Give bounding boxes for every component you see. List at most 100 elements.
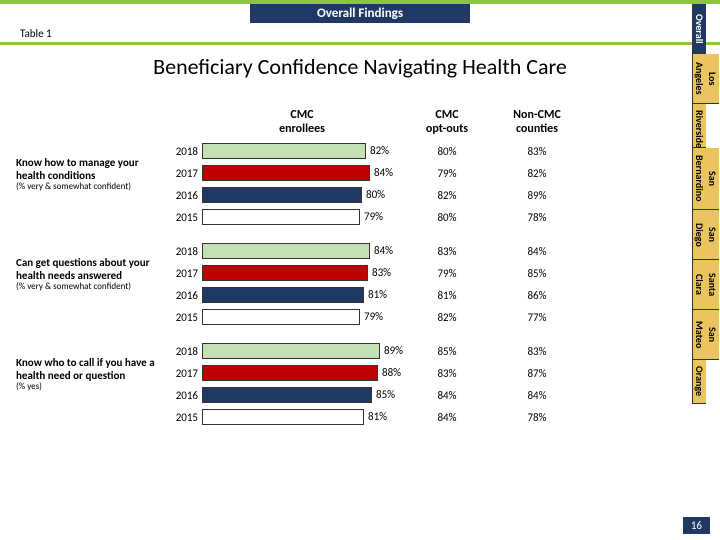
chart-content: CMCenrollees CMCopt-outs Non-CMCcounties… [16, 108, 684, 440]
table-number-label: Table 1 [0, 23, 720, 42]
bar-value-label: 81% [368, 409, 387, 425]
bar [202, 409, 364, 425]
year-label: 2016 [166, 389, 202, 402]
bar-value-label: 89% [384, 343, 403, 359]
side-tab-sc[interactable]: Santa Clara [692, 260, 719, 310]
bar-cell: 84% [202, 242, 402, 260]
optouts-value: 83% [402, 367, 492, 380]
side-tab-la[interactable]: Los Angeles [692, 54, 719, 104]
page-number: 16 [683, 517, 710, 534]
noncmc-value: 84% [492, 245, 582, 258]
bar-value-label: 82% [370, 143, 389, 159]
chart-section: Can get questions about your health need… [16, 240, 684, 328]
chart-row: Know who to call if you have a health ne… [16, 340, 684, 362]
optouts-value: 79% [402, 267, 492, 280]
bar-value-label: 79% [364, 209, 383, 225]
section-subtitle: (% very & somewhat confident) [16, 282, 161, 292]
bar-value-label: 85% [376, 387, 395, 403]
side-tab-rv[interactable]: Riverside [692, 104, 706, 148]
section-title: Can get questions about your health need… [16, 257, 161, 282]
optouts-value: 84% [402, 389, 492, 402]
noncmc-value: 89% [492, 189, 582, 202]
year-label: 2015 [166, 211, 202, 224]
bar [202, 243, 370, 259]
header-bar-col: CMCenrollees [202, 108, 402, 136]
optouts-value: 84% [402, 411, 492, 424]
bar-cell: 79% [202, 308, 402, 326]
bar-value-label: 81% [368, 287, 387, 303]
bar-cell: 80% [202, 186, 402, 204]
bar-cell: 89% [202, 342, 402, 360]
chart-section: Know how to manage your health condition… [16, 140, 684, 228]
noncmc-value: 84% [492, 389, 582, 402]
page-title: Beneficiary Confidence Navigating Health… [153, 53, 567, 80]
year-label: 2016 [166, 189, 202, 202]
bar [202, 287, 364, 303]
year-label: 2016 [166, 289, 202, 302]
section-subtitle: (% yes) [16, 382, 161, 392]
optouts-value: 83% [402, 245, 492, 258]
bar-cell: 83% [202, 264, 402, 282]
side-tab-sm[interactable]: San Mateo [692, 310, 719, 360]
bar [202, 165, 370, 181]
side-tab-or[interactable]: Orange [692, 360, 706, 404]
noncmc-value: 85% [492, 267, 582, 280]
chart-row: 2015 79% 82%77% [16, 306, 684, 328]
bar [202, 365, 378, 381]
year-label: 2018 [166, 145, 202, 158]
optouts-value: 80% [402, 211, 492, 224]
side-tabs: OverallLos AngelesRiversideSan Bernardin… [692, 4, 720, 404]
year-label: 2017 [166, 367, 202, 380]
noncmc-value: 83% [492, 145, 582, 158]
noncmc-value: 86% [492, 289, 582, 302]
year-label: 2018 [166, 245, 202, 258]
section-title: Know who to call if you have a health ne… [16, 357, 161, 382]
header-optouts: CMCopt-outs [402, 108, 492, 136]
side-tab-sb[interactable]: San Bernardino [692, 148, 719, 210]
bar-cell: 85% [202, 386, 402, 404]
chart-row: 2015 79% 80%78% [16, 206, 684, 228]
bar-value-label: 79% [364, 309, 383, 325]
bar-cell: 79% [202, 208, 402, 226]
optouts-value: 82% [402, 189, 492, 202]
active-tab-header: Overall Findings [250, 4, 470, 23]
optouts-value: 85% [402, 345, 492, 358]
bar [202, 209, 360, 225]
noncmc-value: 78% [492, 211, 582, 224]
chart-section: Know who to call if you have a health ne… [16, 340, 684, 428]
optouts-value: 82% [402, 311, 492, 324]
bar-cell: 81% [202, 408, 402, 426]
noncmc-value: 78% [492, 411, 582, 424]
optouts-value: 79% [402, 167, 492, 180]
bar-value-label: 84% [374, 165, 393, 181]
optouts-value: 81% [402, 289, 492, 302]
noncmc-value: 82% [492, 167, 582, 180]
header-noncmc: Non-CMCcounties [492, 108, 582, 136]
optouts-value: 80% [402, 145, 492, 158]
bar-value-label: 80% [366, 187, 385, 203]
year-label: 2017 [166, 267, 202, 280]
side-tab-ov[interactable]: Overall [692, 4, 706, 54]
title-wrap: Beneficiary Confidence Navigating Health… [0, 45, 720, 90]
bar-value-label: 84% [374, 243, 393, 259]
bar-value-label: 83% [372, 265, 391, 281]
noncmc-value: 83% [492, 345, 582, 358]
bar [202, 309, 360, 325]
chart-row: 2015 81% 84%78% [16, 406, 684, 428]
bar [202, 265, 368, 281]
chart-row: Know how to manage your health condition… [16, 140, 684, 162]
bar [202, 387, 372, 403]
bar [202, 187, 362, 203]
header-stub [16, 108, 166, 136]
year-label: 2015 [166, 411, 202, 424]
noncmc-value: 87% [492, 367, 582, 380]
bar [202, 143, 366, 159]
noncmc-value: 77% [492, 311, 582, 324]
section-title: Know how to manage your health condition… [16, 157, 161, 182]
year-label: 2015 [166, 311, 202, 324]
bar-value-label: 88% [382, 365, 401, 381]
chart-row: Can get questions about your health need… [16, 240, 684, 262]
bar-cell: 88% [202, 364, 402, 382]
side-tab-sd[interactable]: San Diego [692, 210, 719, 260]
year-label: 2017 [166, 167, 202, 180]
